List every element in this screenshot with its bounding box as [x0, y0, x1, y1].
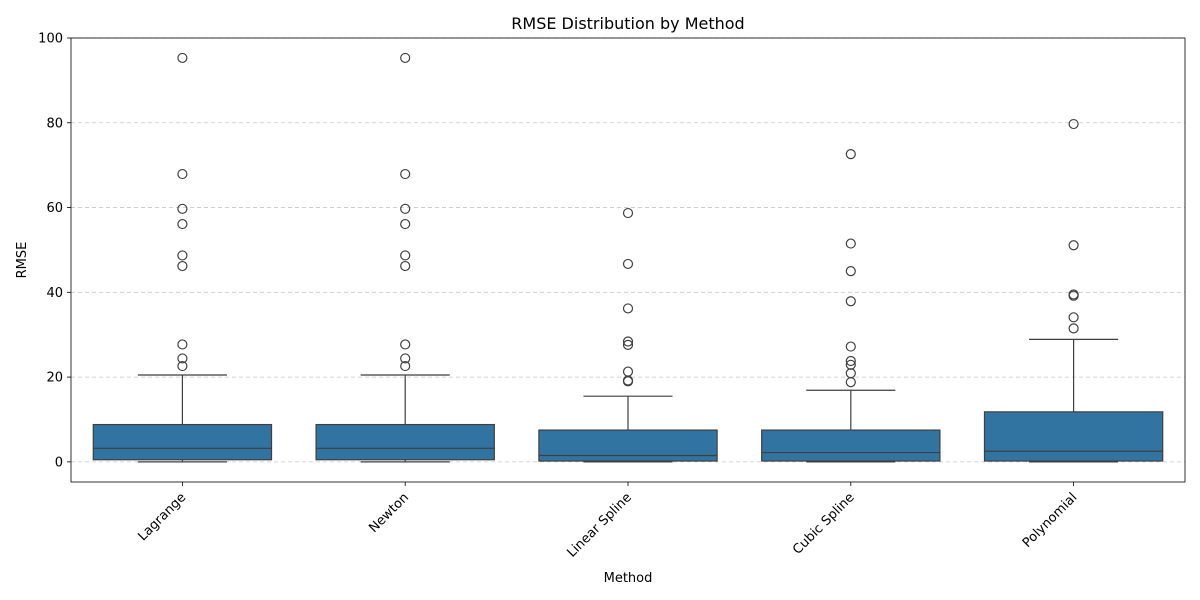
box-group: [538, 207, 718, 463]
box-group: [983, 118, 1164, 463]
y-axis-ticks: 0 20 40 60 80 100: [38, 32, 71, 470]
iqr-box: [92, 423, 273, 461]
outlier-point: [177, 339, 188, 350]
outlier-point: [622, 366, 634, 377]
outlier-point: [400, 353, 411, 364]
outlier-point: [177, 260, 188, 272]
outlier-point: [845, 341, 856, 352]
outlier-point: [177, 52, 188, 64]
chart-title: RMSE Distribution by Method: [511, 14, 744, 33]
y-tick-label: 100: [38, 32, 63, 47]
box-group: [92, 52, 273, 463]
outlier-point: [400, 203, 411, 214]
y-axis-label: RMSE: [15, 242, 30, 279]
x-tick-label: Lagrange: [135, 490, 189, 544]
outlier-point: [177, 168, 188, 180]
y-tick-label: 60: [46, 201, 63, 216]
outlier-point: [622, 339, 634, 350]
iqr-box: [538, 429, 718, 462]
outlier-point: [177, 203, 188, 214]
box-group: [761, 149, 941, 463]
outlier-point: [1068, 240, 1079, 251]
outlier-point: [622, 207, 634, 219]
outlier-point: [622, 336, 634, 347]
outlier-point: [845, 359, 856, 370]
outlier-point: [845, 238, 856, 249]
outlier-point: [400, 218, 411, 230]
outlier-point: [400, 260, 411, 272]
outlier-point: [1068, 323, 1079, 334]
outlier-point: [845, 296, 856, 307]
box-layer: [92, 52, 1164, 463]
y-tick-label: 40: [46, 286, 63, 301]
x-axis-label: Method: [604, 571, 653, 586]
x-tick-label: Cubic Spline: [790, 490, 857, 557]
outlier-point: [845, 377, 856, 388]
outlier-point: [400, 52, 411, 64]
x-tick-label: Polynomial: [1020, 490, 1081, 551]
y-tick-label: 80: [46, 116, 63, 131]
iqr-box: [761, 429, 941, 462]
iqr-box: [983, 411, 1164, 462]
x-tick-label: Newton: [366, 490, 412, 536]
outlier-point: [622, 258, 634, 270]
outlier-point: [177, 218, 188, 230]
outlier-point: [177, 360, 188, 372]
x-tick-label: Linear Spline: [564, 490, 634, 560]
outlier-point: [622, 303, 634, 314]
box-group: [315, 52, 495, 463]
outlier-point: [845, 368, 856, 379]
outlier-point: [400, 360, 411, 372]
outlier-point: [177, 353, 188, 364]
outlier-point: [845, 149, 856, 160]
outlier-point: [400, 250, 411, 261]
outlier-point: [845, 266, 856, 277]
iqr-box: [315, 423, 495, 461]
y-tick-label: 0: [55, 455, 63, 470]
outlier-point: [400, 168, 411, 180]
outlier-point: [177, 250, 188, 261]
outlier-point: [845, 355, 856, 367]
outlier-point: [1068, 289, 1079, 300]
x-axis-ticks: Lagrange Newton Linear Spline Cubic Spline P…: [135, 482, 1080, 561]
outlier-point: [400, 339, 411, 350]
outlier-point: [1068, 118, 1079, 130]
y-tick-label: 20: [46, 371, 63, 386]
outlier-point: [1068, 312, 1079, 323]
